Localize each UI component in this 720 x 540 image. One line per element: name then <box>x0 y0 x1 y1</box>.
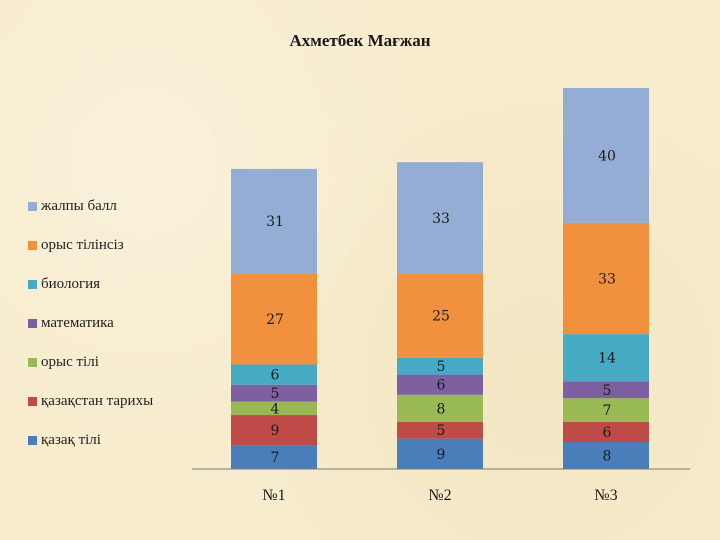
legend: жалпы балл орыс тілінсіз биология математик… <box>28 198 213 458</box>
data-label: 6 <box>271 368 280 384</box>
legend-swatch <box>28 436 37 445</box>
legend-swatch <box>28 280 37 289</box>
bar-segment <box>563 421 649 443</box>
bar-segment <box>563 398 649 422</box>
bar-segment <box>231 364 317 385</box>
legend-item: қазақ тілі <box>28 432 101 449</box>
bar-segment <box>563 334 649 382</box>
data-label: 5 <box>271 386 280 402</box>
bar-segment <box>563 442 649 469</box>
legend-item: орыс тілінсіз <box>28 237 124 254</box>
legend-item: жалпы балл <box>28 198 117 215</box>
legend-swatch <box>28 202 37 211</box>
bar-segment <box>397 357 483 375</box>
data-label: 27 <box>266 312 284 328</box>
data-label: 6 <box>437 378 446 394</box>
data-label: 7 <box>271 450 280 466</box>
bar-segment <box>231 384 317 402</box>
data-label: 5 <box>437 359 446 375</box>
legend-label: орыс тілінсіз <box>41 237 124 253</box>
legend-label: қазақ тілі <box>41 432 101 448</box>
bar-segment <box>563 381 649 399</box>
data-label: 40 <box>598 148 616 164</box>
legend-item: биология <box>28 276 100 293</box>
legend-item: математика <box>28 315 114 332</box>
bar-segment <box>231 415 317 446</box>
data-label: 33 <box>598 272 616 288</box>
data-label: 8 <box>437 401 446 417</box>
legend-label: қазақстан тарихы <box>41 393 154 409</box>
data-label: 9 <box>437 447 446 463</box>
bar-segment <box>563 222 649 335</box>
category-label: №1 <box>262 487 285 504</box>
legend-label: математика <box>41 315 114 331</box>
category-label: №2 <box>428 487 451 504</box>
data-label: 6 <box>603 425 612 441</box>
data-label: 33 <box>432 211 450 227</box>
data-label: 5 <box>603 383 612 399</box>
bar-segment <box>397 421 483 439</box>
data-label: 31 <box>266 214 284 230</box>
legend-label: жалпы балл <box>41 198 117 214</box>
data-label: 9 <box>271 423 280 439</box>
legend-label: биология <box>41 276 101 292</box>
bar-segment <box>563 88 649 223</box>
data-label: 25 <box>432 309 450 325</box>
bar-segment <box>397 394 483 422</box>
bar-segment <box>231 273 317 365</box>
data-label: 5 <box>437 423 446 439</box>
legend-label: орыс тілі <box>41 354 99 370</box>
data-label: 8 <box>603 449 612 465</box>
bar-segment <box>231 401 317 416</box>
data-label: 4 <box>271 401 280 417</box>
legend-swatch <box>28 241 37 250</box>
legend-item: орыс тілі <box>28 354 99 371</box>
bar-segment <box>397 374 483 395</box>
legend-swatch <box>28 397 37 406</box>
bar-segment <box>397 438 483 469</box>
legend-item: қазақстан тарихы <box>28 393 153 410</box>
bar-segment <box>397 273 483 358</box>
bar-segment <box>231 445 317 469</box>
bar-segment <box>231 168 317 274</box>
data-label: 7 <box>603 403 612 419</box>
legend-swatch <box>28 358 37 367</box>
category-label: №3 <box>594 487 617 504</box>
bar-segment <box>397 162 483 274</box>
chart-title: Ахметбек Мағжан <box>289 31 431 50</box>
data-label: 14 <box>598 351 616 367</box>
legend-swatch <box>28 319 37 328</box>
